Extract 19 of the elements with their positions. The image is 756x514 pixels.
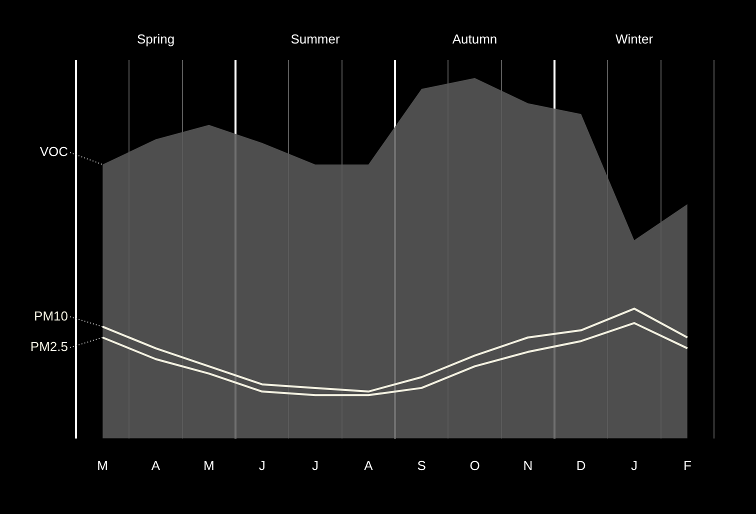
x-tick-label: A bbox=[364, 458, 374, 473]
x-tick-label: O bbox=[470, 458, 480, 473]
x-tick-label: A bbox=[151, 458, 160, 473]
x-tick-label: S bbox=[417, 458, 426, 473]
text: Summer bbox=[290, 32, 340, 47]
x-tick-label: M bbox=[97, 458, 108, 473]
x-tick-label: J bbox=[312, 458, 318, 473]
text: PM2.5 bbox=[30, 339, 68, 354]
text: Autumn bbox=[452, 32, 498, 47]
text: Spring bbox=[136, 32, 175, 47]
x-tick-label: N bbox=[523, 458, 533, 473]
x-tick-label: M bbox=[203, 458, 214, 473]
x-tick-label: J bbox=[631, 458, 638, 473]
text: PM10 bbox=[34, 308, 68, 324]
text: Winter bbox=[615, 32, 654, 47]
x-tick-label: F bbox=[683, 458, 692, 473]
text: VOC bbox=[40, 144, 68, 160]
x-tick-label: D bbox=[576, 458, 586, 473]
x-tick-label: J bbox=[258, 458, 266, 473]
